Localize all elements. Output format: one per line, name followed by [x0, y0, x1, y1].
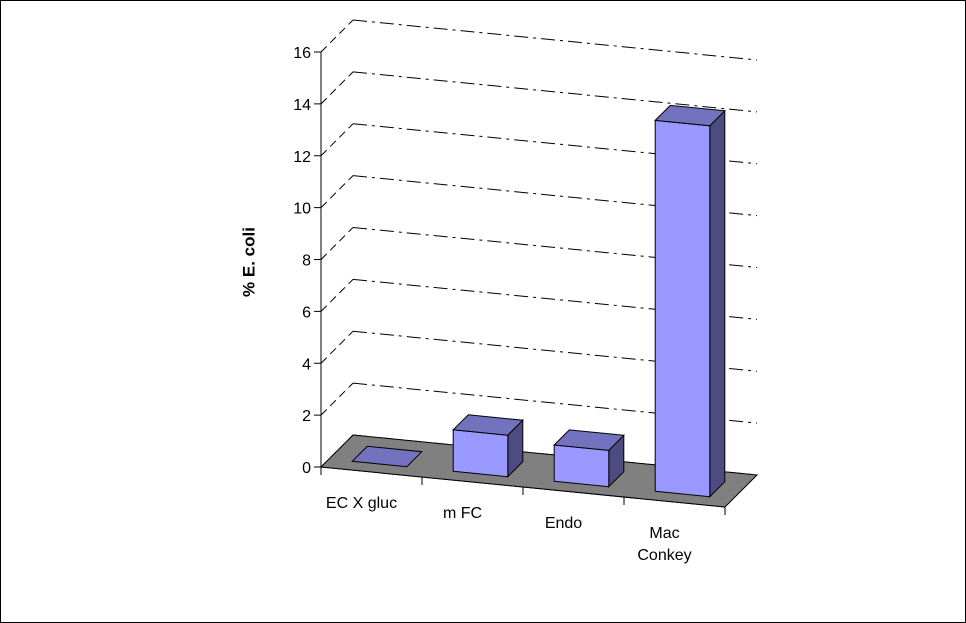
x-tick-label: EC X gluc — [326, 495, 397, 512]
y-tick-label: 6 — [302, 304, 311, 321]
gridline-side — [320, 71, 354, 105]
gridline — [352, 278, 758, 320]
gridline — [352, 19, 758, 61]
x-tick-label-line: m FC — [443, 505, 482, 522]
x-tick-label-line: EC X gluc — [326, 495, 397, 512]
gridline-side — [320, 330, 354, 364]
gridline-side — [320, 123, 354, 157]
labels: 0 2 4 6 8 10 12 14 16 EC X gluc m FC Endo Mac Conkey — [293, 45, 691, 564]
bar-front — [654, 119, 711, 498]
bars — [351, 104, 726, 498]
y-tick-label: 4 — [302, 356, 311, 373]
y-tick-label: 8 — [302, 253, 311, 270]
y-tick-label: 14 — [293, 97, 311, 114]
bar-top — [553, 429, 625, 451]
gridline-side — [320, 175, 354, 208]
gridline — [352, 330, 758, 372]
chart-floor — [319, 434, 759, 508]
gridline — [352, 71, 758, 113]
gridline-side — [320, 227, 354, 260]
bar-top — [654, 104, 726, 127]
bar — [351, 445, 423, 468]
bar-front — [452, 429, 509, 478]
bar-side — [709, 109, 726, 498]
y-tick-label: 2 — [302, 408, 311, 425]
x-tick-label: Endo — [545, 515, 582, 532]
gridline-side — [320, 382, 354, 416]
bar — [654, 104, 726, 498]
gridline-side — [320, 19, 354, 53]
y-tick-label: 16 — [293, 45, 311, 62]
y-axis-title: % E. coli — [239, 227, 258, 297]
floor-plane — [319, 434, 759, 508]
bar — [452, 414, 524, 478]
gridline — [352, 175, 758, 217]
y-tick-label: 12 — [293, 149, 311, 166]
x-tick-label-line: Endo — [545, 515, 582, 532]
gridline — [352, 382, 758, 424]
bar-top — [452, 414, 524, 436]
gridline — [352, 123, 758, 165]
bar-front — [553, 444, 610, 488]
gridline-side — [320, 279, 354, 312]
x-tick-label: Mac Conkey — [637, 525, 691, 564]
bar-top — [351, 445, 423, 468]
x-tick-label-line: Conkey — [637, 547, 691, 564]
x-tick-label-line: Mac — [649, 525, 679, 542]
y-tick-label: 0 — [302, 460, 311, 477]
bar — [553, 429, 625, 488]
x-tick-label: m FC — [443, 505, 482, 522]
gridline — [352, 227, 758, 268]
y-tick-label: 10 — [293, 201, 311, 218]
